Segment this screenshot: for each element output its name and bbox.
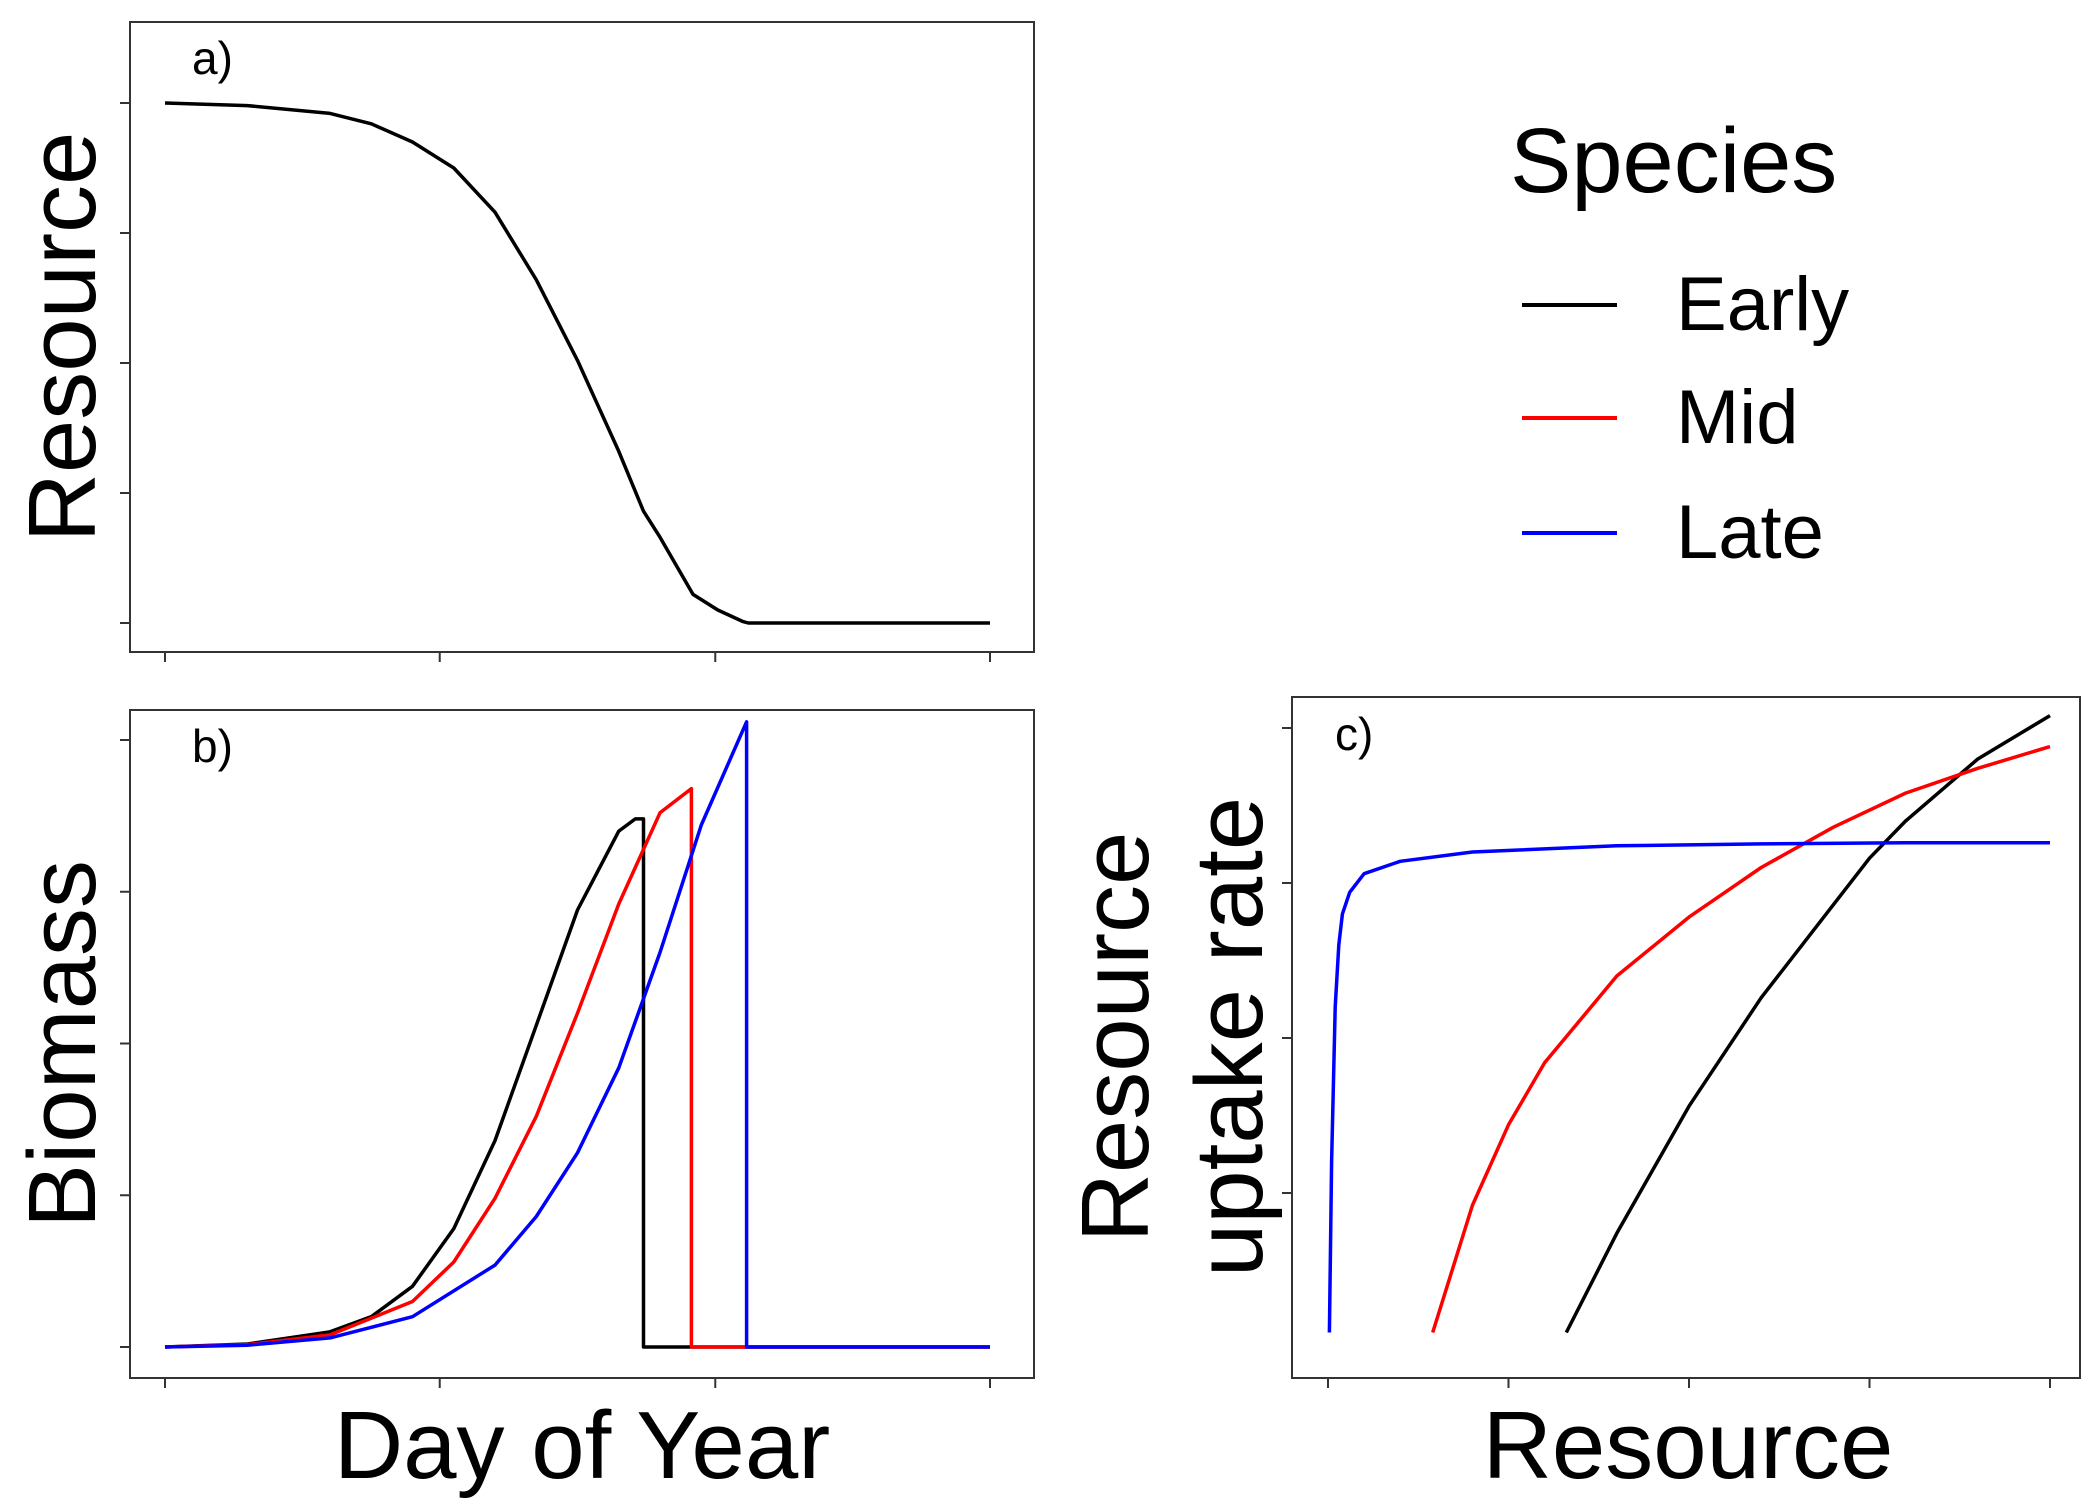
panel-a: a) Resource — [9, 21, 1035, 662]
legend: Species Early Mid Late — [1510, 110, 1849, 575]
panel-c-xlabel: Resource — [1483, 1392, 1894, 1499]
panel-a-ticks — [120, 102, 991, 662]
panel-c-tag: c) — [1335, 708, 1373, 760]
panel-b-series-0 — [164, 817, 990, 1349]
panel-b: b) Biomass Day of Year — [9, 709, 1035, 1499]
panel-a-frame — [129, 21, 1035, 653]
panel-c-lines — [1327, 714, 2051, 1334]
panel-a-ylabel: Resource — [9, 132, 116, 543]
panel-b-xlabel: Day of Year — [334, 1392, 830, 1499]
panel-c-series-2 — [1327, 840, 2050, 1333]
panel-c: c) Resource uptake rate Resource — [1062, 696, 2081, 1499]
panel-b-series-2 — [164, 720, 990, 1349]
legend-item-early: Early — [1522, 262, 1849, 347]
legend-title: Species — [1510, 110, 1837, 212]
panel-b-ylabel: Biomass — [9, 860, 116, 1228]
panel-c-ylabel-line2: uptake rate — [1176, 797, 1283, 1277]
panel-a-series-0 — [164, 101, 990, 625]
legend-label-mid: Mid — [1676, 375, 1798, 460]
panel-c-ticks — [1282, 727, 2051, 1388]
panel-b-ticks — [120, 739, 991, 1388]
legend-label-late: Late — [1676, 490, 1824, 575]
panel-b-lines — [164, 720, 990, 1349]
panel-c-series-1 — [1431, 744, 2051, 1334]
panel-b-series-1 — [164, 786, 990, 1349]
legend-label-early: Early — [1676, 262, 1849, 347]
panel-c-series-0 — [1564, 714, 2051, 1334]
legend-item-mid: Mid — [1522, 375, 1798, 460]
legend-item-late: Late — [1522, 490, 1824, 575]
panel-a-tag: a) — [192, 32, 233, 84]
panel-c-ylabel-line1: Resource — [1062, 832, 1169, 1243]
panel-a-lines — [164, 101, 990, 625]
panel-b-tag: b) — [192, 720, 233, 772]
